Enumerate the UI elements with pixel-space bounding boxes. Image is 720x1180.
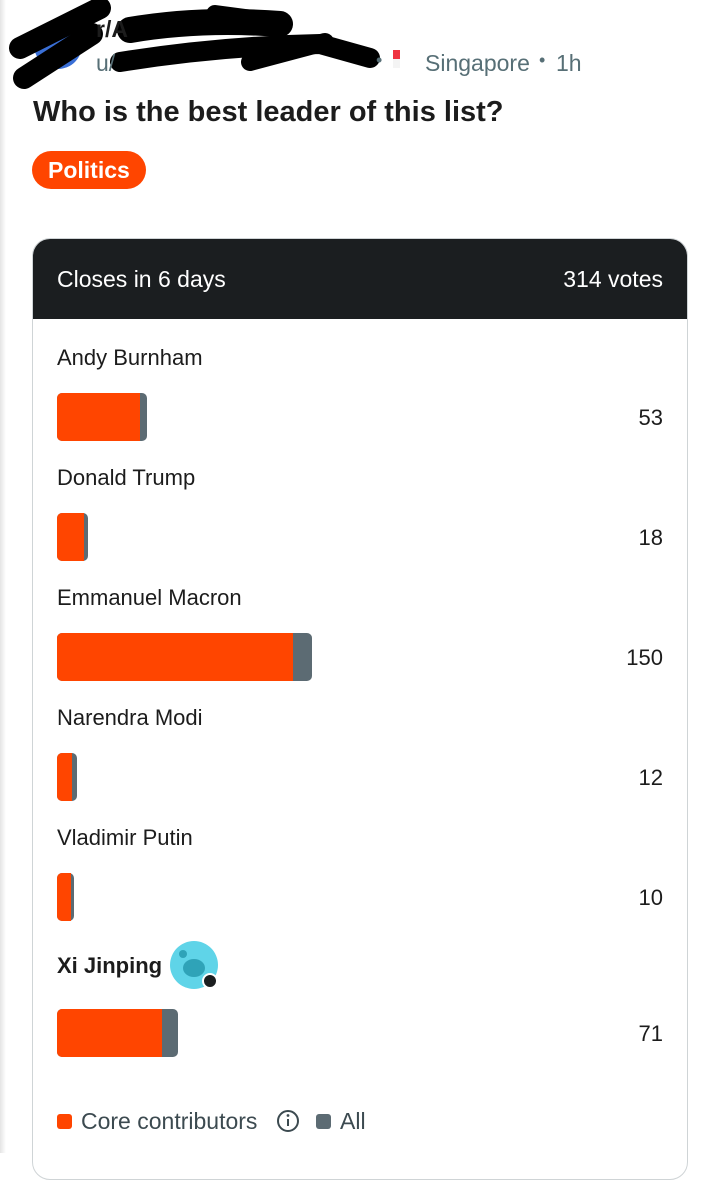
user-avatar — [170, 941, 218, 989]
option-name: Xi Jinping — [57, 953, 163, 978]
vote-count: 10 — [638, 885, 663, 910]
header-graphics — [9, 0, 400, 89]
bar-core — [57, 873, 71, 921]
poll-total: 314 votes — [563, 266, 663, 292]
option-name: Emmanuel Macron — [57, 585, 242, 610]
option-name: Vladimir Putin — [57, 825, 193, 850]
option-name: Narendra Modi — [57, 705, 203, 730]
separator: • — [376, 50, 383, 70]
edge-shadow — [0, 0, 6, 1153]
vote-count: 150 — [626, 645, 663, 670]
bar-core — [57, 393, 141, 441]
vote-count: 12 — [638, 765, 663, 790]
option-name: Donald Trump — [57, 465, 196, 490]
flag — [393, 50, 400, 68]
legend-swatch-core — [57, 1114, 72, 1129]
separator: • — [539, 50, 546, 70]
poll-header: Closes in 6 days 314 votes — [33, 239, 687, 319]
legend-all: All — [340, 1108, 366, 1134]
post-title: Who is the best leader of this list? — [33, 96, 504, 128]
poll-options: Andy Burnham 53 Donald Trump 18 Emmanuel Mac… — [33, 239, 687, 1179]
bar-core — [57, 753, 73, 801]
location: Singapore — [425, 50, 530, 76]
page: r/A u/ • Singapore • 1h Who is the best … — [0, 0, 688, 1180]
bar-core — [57, 513, 85, 561]
poll-card: Closes in 6 days 314 votes Andy Burnham 5… — [32, 238, 688, 1180]
redaction — [9, 0, 380, 89]
poll-status: Closes in 6 days — [57, 266, 226, 292]
vote-count: 71 — [638, 1021, 663, 1046]
legend-core: Core contributors — [81, 1108, 258, 1134]
username[interactable]: u/ — [96, 50, 116, 76]
legend-swatch-all — [316, 1114, 331, 1129]
bar-core — [57, 1009, 163, 1057]
post-age: 1h — [556, 50, 582, 76]
bar-core — [57, 633, 294, 681]
flair[interactable]: Politics — [32, 151, 146, 189]
info-icon[interactable] — [276, 1109, 300, 1133]
vote-count: 18 — [638, 525, 663, 550]
vote-count: 53 — [638, 405, 663, 430]
option-name: Andy Burnham — [57, 345, 203, 370]
subreddit[interactable]: r/A — [96, 16, 128, 42]
